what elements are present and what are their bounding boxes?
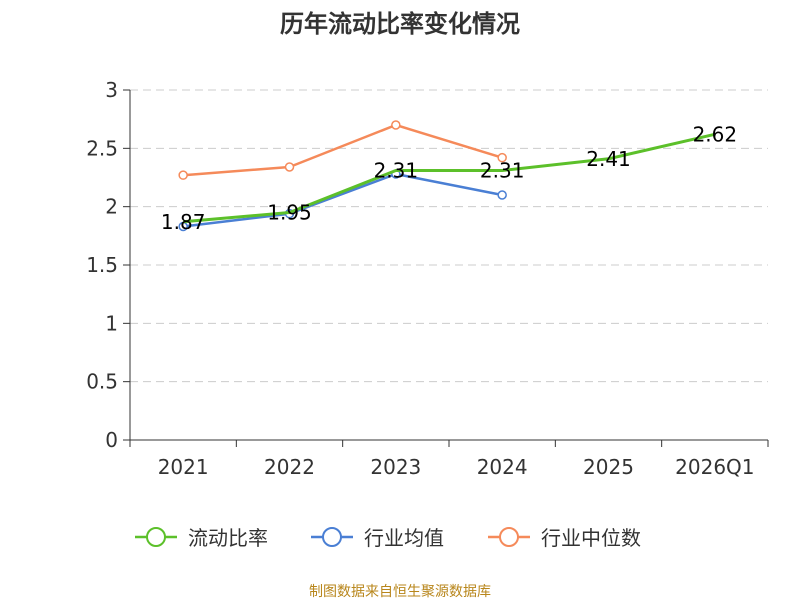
x-tick-label: 2024	[477, 455, 528, 479]
x-tick-label: 2026Q1	[675, 455, 754, 479]
x-tick-label: 2025	[583, 455, 634, 479]
y-tick-label: 1.5	[86, 253, 118, 277]
x-tick-label: 2021	[158, 455, 209, 479]
series-1-point	[497, 190, 507, 200]
chart-title: 历年流动比率变化情况	[280, 10, 520, 38]
y-tick-label: 0	[105, 428, 118, 452]
legend-swatch-marker-2	[499, 527, 519, 547]
y-tick-label: 1	[105, 311, 118, 335]
data-label: 1.95	[267, 201, 312, 225]
series-2-point	[391, 120, 401, 130]
legend-swatch-marker-1	[322, 527, 342, 547]
legend-label: 流动比率	[188, 526, 268, 550]
data-labels: 1.87 1.95 2.31 2.31 2.41 2.62	[161, 122, 737, 234]
data-label: 2.62	[693, 122, 738, 146]
data-label: 2.31	[480, 159, 525, 183]
y-tick-label: 3	[105, 78, 118, 102]
series-2-point	[497, 152, 507, 163]
y-tick-label: 2	[105, 195, 118, 219]
axes: 0 0.5 1 1.5 2 2.5 3 2021 2022 2023 2024 2025 2026Q1	[86, 78, 769, 479]
series-2-point	[284, 162, 295, 172]
y-tick-label: 0.5	[86, 370, 118, 394]
series-2-point	[178, 170, 188, 180]
legend-label: 行业均值	[364, 526, 444, 550]
y-tick-label: 2.5	[86, 136, 118, 160]
source-note: 制图数据来自恒生聚源数据库	[309, 584, 491, 600]
series-line-2	[183, 123, 503, 177]
legend: 流动比率 行业均值 行业中位数	[135, 526, 641, 550]
legend-label: 行业中位数	[541, 526, 641, 550]
data-label: 2.41	[586, 147, 631, 171]
series-line-0	[183, 132, 716, 224]
x-tick-label: 2022	[264, 455, 315, 479]
series-line-1	[183, 172, 503, 228]
x-tick-label: 2023	[370, 455, 421, 479]
data-label: 2.31	[374, 159, 419, 183]
legend-swatch-marker-0	[146, 527, 166, 547]
grid-lines	[130, 89, 768, 383]
data-label: 1.87	[161, 210, 206, 234]
series-1-point	[178, 221, 188, 232]
series-layer	[178, 120, 716, 232]
